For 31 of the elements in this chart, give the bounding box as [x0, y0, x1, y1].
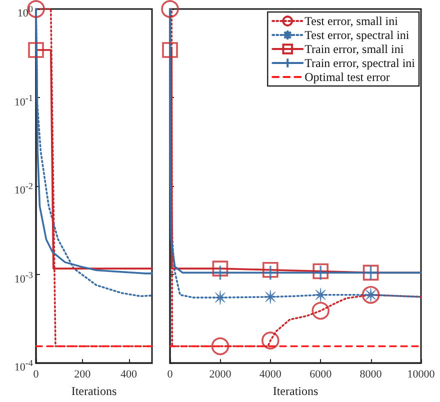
point	[262, 262, 278, 278]
x-tick-label: 8000	[360, 368, 382, 381]
x-tick-label: 10000	[407, 368, 436, 381]
point	[162, 42, 178, 58]
point	[313, 288, 328, 302]
x-axis-title: Iterations	[272, 384, 318, 398]
point	[161, 0, 179, 18]
x-tick-label: 400	[120, 368, 138, 381]
legend-label: Test error, small ini	[304, 14, 399, 28]
y-tick-label: 10$^{-4}$	[14, 357, 33, 376]
point	[211, 337, 230, 356]
point	[212, 264, 228, 281]
x-tick-label: 200	[74, 368, 92, 381]
y-tick-label: 10$^{-1}$	[14, 92, 33, 110]
point	[312, 302, 330, 320]
legend-label: Train error, spectral ini	[304, 56, 416, 70]
x-tick-label: 6000	[310, 368, 332, 381]
legend-label: Optimal test error	[304, 70, 390, 84]
point	[262, 332, 280, 350]
point	[212, 260, 228, 276]
point	[263, 290, 278, 304]
y-tick-label: 10$^{-2}$	[14, 180, 33, 199]
y-tick-label: 10$^{-3}$	[14, 268, 33, 288]
x-tick-label: 4000	[259, 368, 282, 381]
x-tick-label: 2000	[209, 368, 232, 381]
legend-label: Test error, spectral ini	[304, 28, 410, 42]
x-axis-title: Iterations	[71, 384, 117, 398]
point	[262, 264, 278, 281]
x-tick-label: 0	[167, 368, 174, 381]
x-tick-label: 0	[33, 368, 40, 381]
legend-label: Train error, small ini	[304, 42, 404, 56]
